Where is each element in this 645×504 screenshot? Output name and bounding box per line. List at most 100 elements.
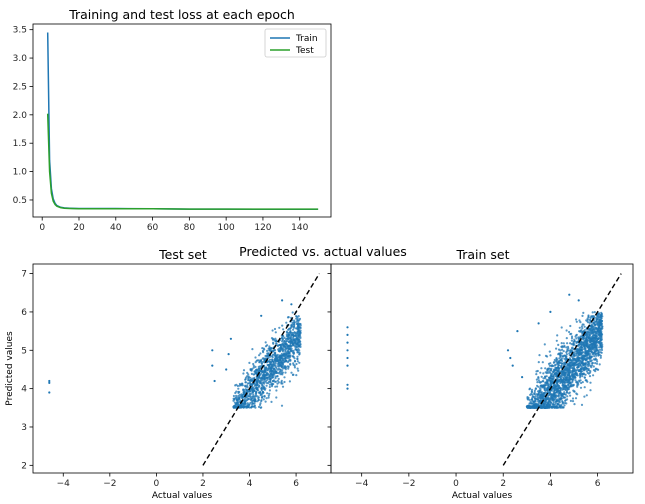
y-tick-label: 1.5 xyxy=(13,139,27,149)
scatter-point xyxy=(297,315,300,318)
scatter-point xyxy=(254,369,257,372)
scatter-point xyxy=(262,372,265,375)
scatter-point xyxy=(261,361,264,364)
scatter-point xyxy=(578,319,581,322)
x-tick-label: 6 xyxy=(595,479,601,489)
scatter-point xyxy=(576,363,579,366)
scatter-point xyxy=(283,380,286,384)
scatter-point xyxy=(542,392,545,395)
scatter-point xyxy=(589,319,592,323)
scatter-point xyxy=(536,398,540,401)
scatter-point xyxy=(552,399,556,402)
scatter-point xyxy=(593,323,597,326)
scatter-point xyxy=(271,329,274,332)
x-tick-label: 20 xyxy=(73,223,85,233)
scatter-point xyxy=(521,376,524,379)
scatter-point xyxy=(262,347,265,350)
scatter-point xyxy=(260,393,263,396)
scatter-point xyxy=(534,400,537,403)
scatter-point xyxy=(537,379,541,382)
scatter-point xyxy=(250,372,253,375)
scatter-point xyxy=(586,318,590,321)
scatter-point xyxy=(262,386,265,390)
scatter-point xyxy=(264,370,267,373)
scatter-point xyxy=(562,350,565,353)
scatter-point xyxy=(555,347,558,350)
scatter-point xyxy=(559,351,562,355)
scatter-point xyxy=(552,394,556,397)
scatter-point xyxy=(594,335,597,338)
scatter-point xyxy=(538,399,541,403)
scatter-point xyxy=(560,342,563,345)
scatter-point xyxy=(249,398,253,401)
scatter-point xyxy=(293,359,297,363)
scatter-point xyxy=(553,406,556,409)
scatter-point xyxy=(237,387,240,390)
scatter-point xyxy=(599,316,603,319)
x-tick-label: 0 xyxy=(154,479,160,489)
scatter-point xyxy=(294,348,297,351)
scatter-point xyxy=(299,327,302,330)
scatter-point xyxy=(563,361,566,364)
scatter-point xyxy=(568,361,571,364)
scatter-point xyxy=(253,402,256,405)
scatter-point xyxy=(266,392,269,395)
scatter-point xyxy=(585,379,588,382)
scatter-point xyxy=(563,374,566,377)
scatter-point xyxy=(577,338,580,341)
x-tick-label: 40 xyxy=(110,223,122,233)
scatter-point xyxy=(571,378,574,381)
scatter-point xyxy=(556,366,559,369)
scatter-point xyxy=(539,371,542,374)
scatter-point xyxy=(251,395,254,398)
scatter-point xyxy=(555,371,558,374)
scatter-point xyxy=(595,354,598,357)
plots-group: 0 20 40 60 80 100 120 1400.51.01.52.02.53.03.5T… xyxy=(5,7,634,501)
scatter-point xyxy=(573,369,576,372)
scatter-point xyxy=(591,364,594,367)
scatter-point xyxy=(538,354,541,357)
scatter-point xyxy=(588,357,591,360)
scatter-point xyxy=(578,326,581,329)
scatter-point xyxy=(346,333,349,336)
scatter-point xyxy=(292,325,295,328)
scatter-point xyxy=(548,394,551,397)
scatter-point xyxy=(293,357,296,360)
scatter-point xyxy=(274,364,277,367)
y-tick-label: 6 xyxy=(21,308,27,318)
scatter-point xyxy=(587,314,590,317)
scatter-point xyxy=(569,394,572,397)
scatter-point xyxy=(286,361,290,364)
scatter-point xyxy=(595,339,599,342)
scatter-point xyxy=(213,379,216,383)
scatter-point xyxy=(246,390,249,393)
scatter-point xyxy=(48,379,51,383)
scatter-point xyxy=(257,398,260,402)
scatter-point xyxy=(564,378,568,381)
scatter-point xyxy=(583,386,586,389)
scatter-point xyxy=(281,338,284,342)
scatter-point xyxy=(551,375,554,378)
scatter-point xyxy=(565,350,568,353)
scatter-point xyxy=(598,333,601,336)
scatter-point xyxy=(545,381,549,384)
scatter-point xyxy=(590,355,594,358)
scatter-point xyxy=(578,361,581,365)
scatter-point xyxy=(295,374,298,377)
scatter-point xyxy=(560,358,563,361)
train-set-plot: −4 −2 0 2 4 6 Train set Actual values xyxy=(327,247,634,501)
scatter-point xyxy=(576,359,579,362)
y-tick-label: 3 xyxy=(21,423,27,433)
scatter-point xyxy=(275,342,278,345)
scatter-point xyxy=(295,362,298,366)
scatter-point xyxy=(566,395,569,398)
scatter-point xyxy=(227,353,230,356)
scatter-point xyxy=(298,333,301,336)
scatter-point xyxy=(583,366,587,369)
scatter-point xyxy=(263,394,266,398)
scatter-point xyxy=(275,396,278,399)
scatter-point xyxy=(257,389,260,392)
scatter-point xyxy=(587,321,590,324)
scatter-point xyxy=(252,393,255,396)
scatter-point xyxy=(288,380,291,383)
